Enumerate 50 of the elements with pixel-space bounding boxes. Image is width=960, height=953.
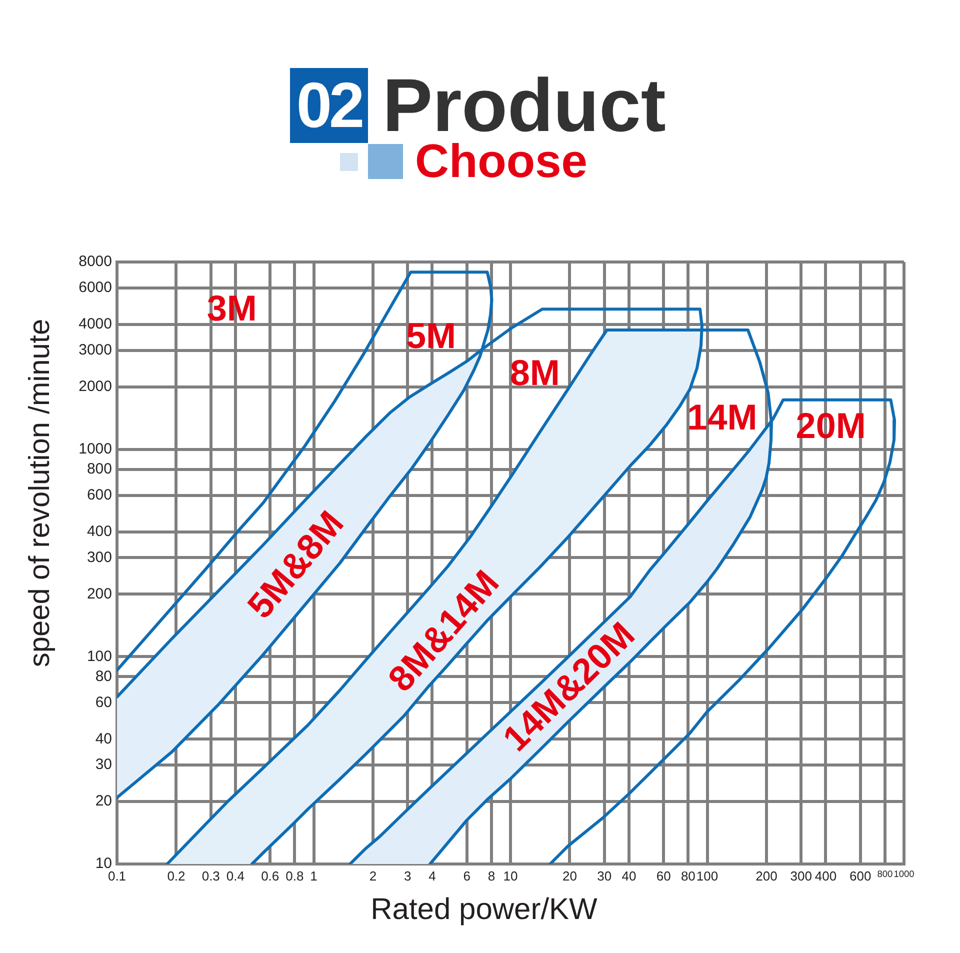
x-tick-label: 2 bbox=[369, 868, 377, 884]
x-tick-label: 0.1 bbox=[108, 868, 126, 884]
y-tick-label: 60 bbox=[95, 694, 112, 711]
x-tick-label: 80 bbox=[680, 868, 696, 884]
x-tick-label: 20 bbox=[562, 868, 577, 884]
x-tick-label: 400 bbox=[814, 868, 837, 884]
y-tick-label: 800 bbox=[86, 460, 112, 478]
y-tick-label: 600 bbox=[86, 486, 112, 504]
x-tick-label: 10 bbox=[503, 868, 518, 884]
x-tick-label: 800 bbox=[877, 869, 893, 880]
x-tick-label: 4 bbox=[428, 868, 436, 884]
x-tick-label: 0.4 bbox=[226, 868, 244, 884]
x-tick-label: 100 bbox=[696, 868, 718, 884]
x-tick-label: 40 bbox=[622, 868, 636, 884]
chart-subtitle: Choose bbox=[415, 134, 588, 187]
annotation: 3M bbox=[206, 288, 257, 329]
y-tick-label: 40 bbox=[95, 730, 112, 748]
annotation: 5M bbox=[406, 314, 456, 356]
x-tick-label: 0.3 bbox=[202, 868, 220, 884]
x-tick-label: 3 bbox=[404, 868, 412, 884]
x-tick-label: 6 bbox=[463, 868, 470, 884]
x-axis-title: Rated power/KW bbox=[370, 893, 598, 927]
annotation: 20M bbox=[796, 405, 866, 446]
x-tick-label: 0.6 bbox=[261, 868, 280, 884]
y-tick-label: 2000 bbox=[78, 378, 112, 395]
x-tick-label: 1 bbox=[310, 868, 318, 884]
y-tick-label: 20 bbox=[95, 792, 112, 810]
y-axis-title: speed of revolution /minute bbox=[23, 318, 57, 668]
annotation: 14M bbox=[687, 396, 758, 438]
y-tick-label: 8000 bbox=[78, 253, 112, 270]
x-tick-label: 600 bbox=[850, 868, 872, 884]
x-tick-label: 300 bbox=[790, 868, 812, 884]
y-tick-label: 80 bbox=[95, 668, 112, 685]
x-tick-label: 8 bbox=[488, 868, 496, 884]
x-tick-label: 1000 bbox=[894, 869, 914, 880]
y-tick-label: 1000 bbox=[78, 440, 112, 458]
x-tick-label: 200 bbox=[756, 868, 778, 884]
x-tick-label: 0.2 bbox=[167, 868, 186, 884]
y-tick-label: 200 bbox=[86, 585, 112, 602]
y-tick-label: 30 bbox=[95, 756, 112, 774]
y-tick-label: 3000 bbox=[78, 341, 112, 358]
y-tick-label: 6000 bbox=[78, 279, 112, 296]
y-tick-label: 300 bbox=[86, 548, 112, 566]
x-tick-label: 30 bbox=[597, 868, 612, 884]
x-tick-label: 0.8 bbox=[286, 868, 304, 884]
annotation: 8M bbox=[510, 352, 560, 394]
y-tick-label: 400 bbox=[86, 522, 112, 540]
y-tick-label: 100 bbox=[86, 648, 112, 665]
y-tick-label: 4000 bbox=[78, 316, 112, 333]
x-tick-label: 60 bbox=[656, 868, 671, 884]
